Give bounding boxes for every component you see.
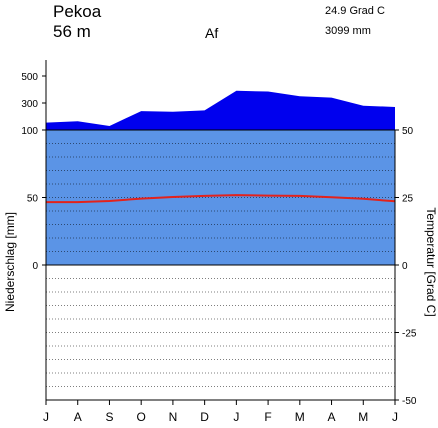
month-label: D (200, 410, 209, 424)
month-label: S (105, 410, 113, 424)
precip-tick-label: 500 (21, 72, 38, 83)
temperature-line (46, 194, 396, 204)
temp-tick-label: 25 (402, 194, 414, 205)
month-label: J (392, 410, 398, 424)
month-label: M (295, 410, 305, 424)
precipitation-axis-title: Niederschlag [mm] (3, 212, 17, 312)
precip-excess-layer (46, 90, 395, 130)
precip-tick-label: 100 (21, 126, 38, 137)
axes-layer (42, 60, 399, 405)
temperature-axis-title: Temperatur [Grad C] (424, 207, 438, 316)
precip-tick-label: 300 (21, 99, 38, 110)
station-elevation: 56 m (53, 22, 91, 41)
month-label: J (233, 410, 239, 424)
annual-precipitation: 3099 mm (325, 25, 371, 37)
temperature-layer (46, 194, 396, 204)
precip-tick-label: 0 (32, 261, 38, 272)
month-label: J (43, 410, 49, 424)
precipitation-excess-area (46, 90, 395, 130)
temp-tick-label: -50 (402, 396, 417, 407)
precip-tick-label: 50 (27, 194, 39, 205)
month-label: M (358, 410, 368, 424)
temp-tick-label: -25 (402, 329, 417, 340)
station-name: Pekoa (53, 2, 102, 21)
month-label: O (137, 410, 146, 424)
temp-tick-label: 0 (402, 261, 408, 272)
month-label: A (327, 410, 335, 424)
month-label: N (169, 410, 178, 424)
month-label: A (74, 410, 82, 424)
climate-classification: Af (205, 25, 218, 41)
month-label: F (264, 410, 271, 424)
temp-tick-label: 50 (402, 126, 414, 137)
mean-temperature: 24.9 Grad C (325, 5, 385, 17)
